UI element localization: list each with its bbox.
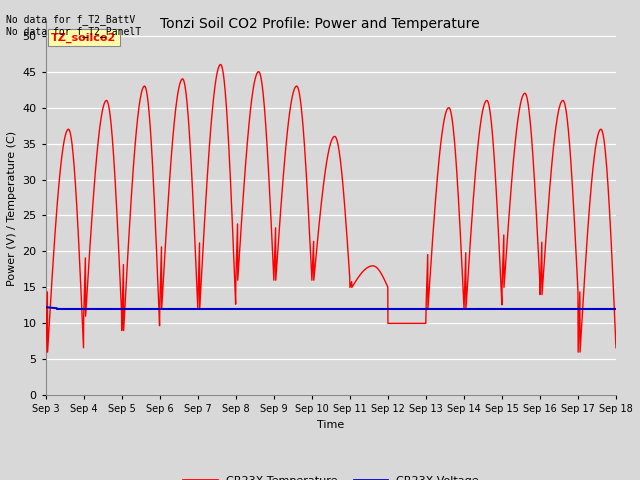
Legend: CR23X Temperature, CR23X Voltage: CR23X Temperature, CR23X Voltage xyxy=(179,472,483,480)
Y-axis label: Power (V) / Temperature (C): Power (V) / Temperature (C) xyxy=(7,131,17,286)
Text: Tonzi Soil CO2 Profile: Power and Temperature: Tonzi Soil CO2 Profile: Power and Temper… xyxy=(160,17,480,31)
Text: No data for f_T2_PanelT: No data for f_T2_PanelT xyxy=(6,26,141,37)
X-axis label: Time: Time xyxy=(317,420,344,430)
Text: No data for f_T2_BattV: No data for f_T2_BattV xyxy=(6,14,136,25)
Text: TZ_soilco2: TZ_soilco2 xyxy=(51,33,116,43)
